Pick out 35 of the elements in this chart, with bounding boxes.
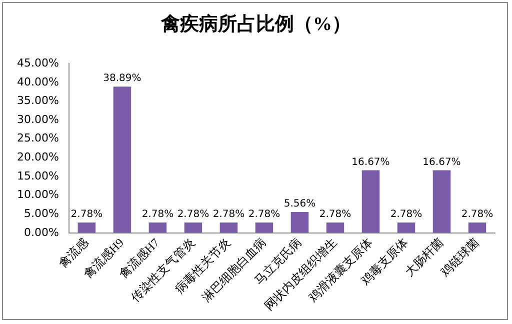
y-tick-label: 15.00%: [16, 169, 59, 182]
chart-title: 禽疾病所占比例（%）: [160, 12, 352, 37]
bar: [220, 222, 238, 233]
y-tick-label: 35.00%: [16, 94, 59, 108]
bar: [468, 222, 486, 233]
bar: [148, 222, 167, 233]
y-tick-label: 30.00%: [16, 112, 59, 126]
y-tick-label: 5.00%: [24, 206, 59, 220]
bar: [397, 222, 416, 233]
y-tick-label: 0.00%: [24, 226, 59, 239]
data-label: 2.78%: [319, 209, 352, 220]
bar: [290, 212, 309, 233]
bar: [362, 170, 380, 233]
y-tick-label: 20.00%: [16, 150, 59, 164]
y-tick-label: 25.00%: [16, 132, 59, 145]
data-label: 2.78%: [461, 209, 494, 220]
bar: [326, 222, 344, 233]
bar: [78, 222, 96, 233]
bar: [432, 170, 451, 233]
data-label: 16.67%: [352, 156, 390, 168]
data-label: 16.67%: [422, 156, 461, 168]
bar: [184, 222, 202, 233]
y-tick-label: 10.00%: [16, 188, 59, 202]
data-label: 5.56%: [284, 198, 316, 210]
data-label: 2.78%: [70, 209, 103, 220]
bar: [255, 222, 274, 233]
y-tick-label: 45.00%: [16, 56, 59, 70]
data-label: 2.78%: [212, 209, 245, 220]
data-label: 38.89%: [103, 73, 142, 84]
data-label: 2.78%: [248, 209, 280, 220]
bar: [113, 86, 132, 233]
y-tick-label: 40.00%: [16, 75, 59, 88]
data-label: 2.78%: [390, 209, 422, 220]
data-label: 2.78%: [142, 209, 174, 220]
data-label: 2.78%: [177, 209, 210, 220]
